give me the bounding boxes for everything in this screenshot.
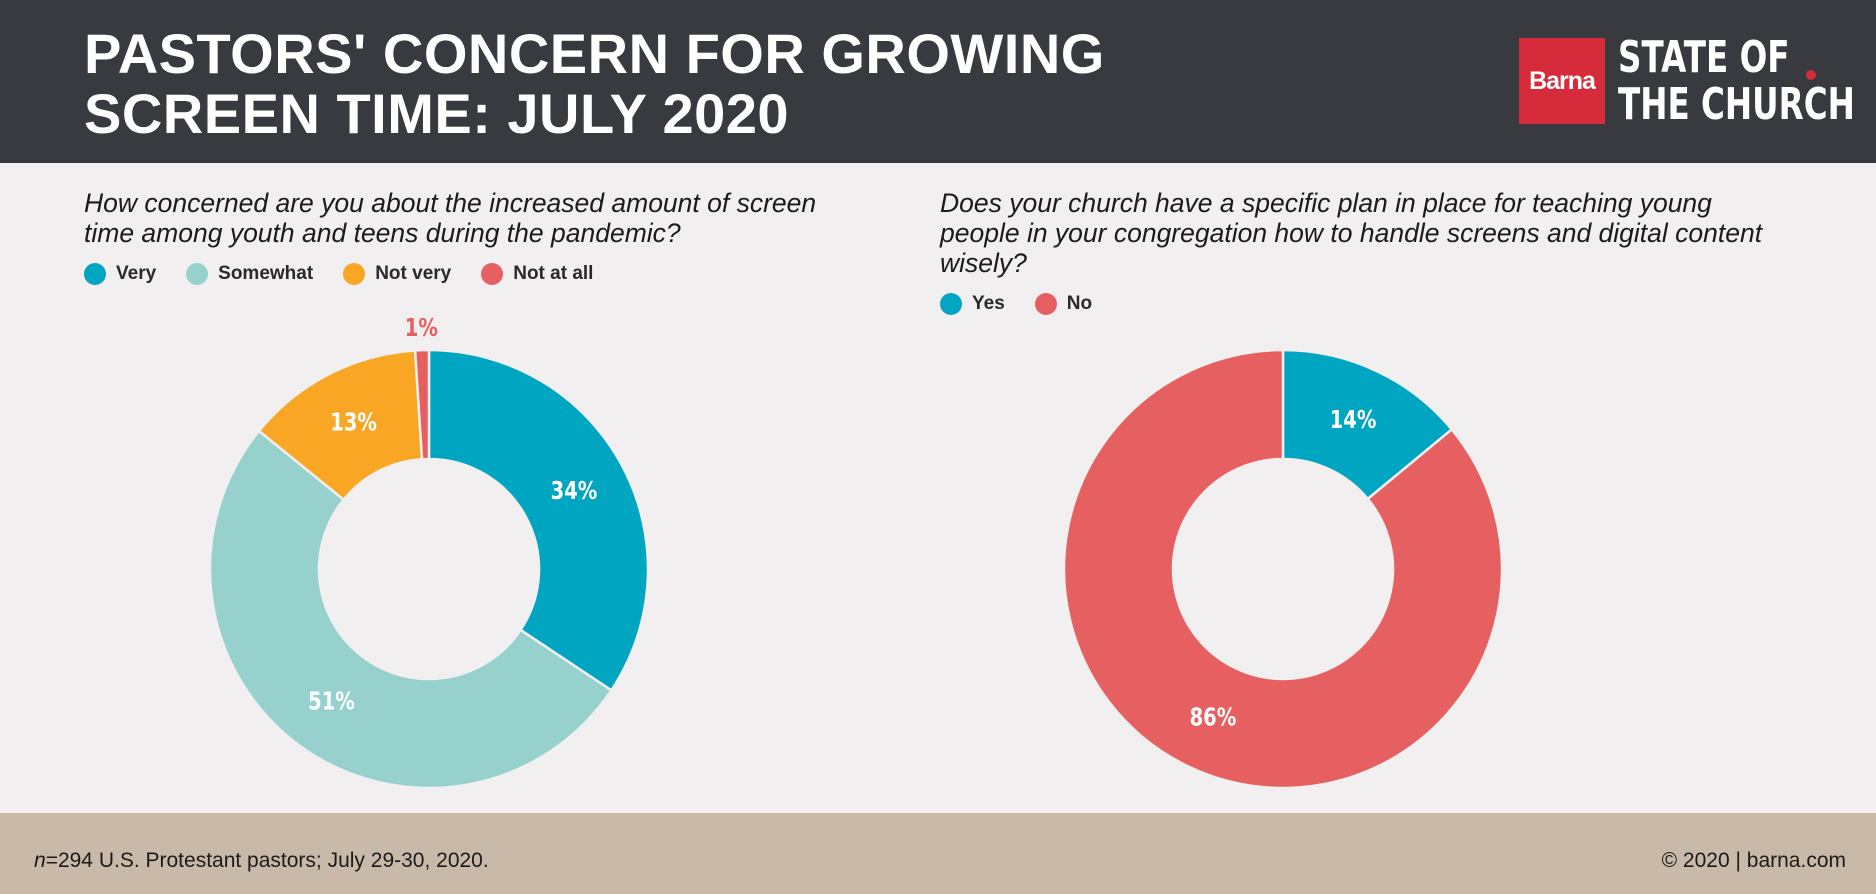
chart-1-label-not-very: 13% — [330, 408, 377, 437]
legend-swatch-very — [84, 263, 106, 285]
header-banner: PASTORS' CONCERN FOR GROWING SCREEN TIME… — [0, 0, 1876, 163]
legend-item-somewhat: Somewhat — [186, 263, 313, 285]
sample-n-label: n — [34, 849, 46, 872]
chart-2-question: Does your church have a specific plan in… — [940, 188, 1763, 278]
chart-1-label-not-at-all: 1% — [405, 314, 438, 343]
legend-swatch-no — [1034, 293, 1057, 315]
chart-1-question: How concerned are you about the increase… — [84, 188, 817, 248]
barna-logo: Barna — [1519, 38, 1605, 124]
title-line-2: SCREEN TIME: JULY 2020 — [84, 82, 790, 145]
page-title: PASTORS' CONCERN FOR GROWING SCREEN TIME… — [84, 24, 1105, 144]
logo-line-1: STATE OF — [1618, 32, 1790, 83]
chart-1-slice-not-at-all — [413, 348, 431, 461]
legend-label-not-at-all: Not at all — [513, 263, 594, 284]
legend-item-not-at-all: Not at all — [481, 263, 593, 285]
state-of-the-church-logo: STATE OF THE CHURCH — [1618, 34, 1855, 128]
chart-2-slice-no — [1062, 348, 1504, 790]
donut-charts: 34% 51% 13% 1% 14% 86% — [208, 314, 1504, 790]
legend-swatch-yes — [940, 293, 962, 315]
chart-1-slice-somewhat — [208, 429, 614, 790]
legend-label-somewhat: Somewhat — [218, 263, 314, 284]
legend-label-yes: Yes — [972, 293, 1005, 314]
legend-swatch-not-very — [343, 263, 366, 285]
legend-item-yes: Yes — [940, 293, 1005, 315]
logo-line-2: THE CHURCH — [1618, 79, 1855, 130]
sample-description: =294 U.S. Protestant pastors; July 29-30… — [45, 849, 489, 872]
chart-2-label-no: 86% — [1190, 703, 1237, 732]
chart-2-label-yes: 14% — [1330, 406, 1377, 435]
chart-1-slice-very — [427, 348, 650, 693]
logo-accent-dot — [1806, 70, 1816, 80]
sample-footnote: n=294 U.S. Protestant pastors; July 29-3… — [34, 849, 489, 873]
legend-label-no: No — [1066, 293, 1093, 314]
chart-2-legend: Yes No — [940, 293, 1122, 315]
legend-swatch-somewhat — [186, 263, 209, 285]
chart-1-label-somewhat: 51% — [308, 687, 355, 716]
legend-item-no: No — [1034, 293, 1093, 315]
legend-label-not-very: Not very — [375, 263, 452, 284]
copyright: © 2020 | barna.com — [1661, 849, 1846, 872]
title-line-1: PASTORS' CONCERN FOR GROWING — [84, 22, 1105, 85]
chart-1-label-very: 34% — [551, 477, 598, 506]
legend-swatch-not-at-all — [481, 263, 504, 285]
footer-bar: n=294 U.S. Protestant pastors; July 29-3… — [0, 813, 1876, 894]
legend-item-not-very: Not very — [343, 263, 451, 285]
legend-item-very: Very — [84, 263, 156, 285]
legend-label-very: Very — [116, 263, 157, 284]
chart-1-legend: Very Somewhat Not very Not at all — [84, 263, 623, 285]
